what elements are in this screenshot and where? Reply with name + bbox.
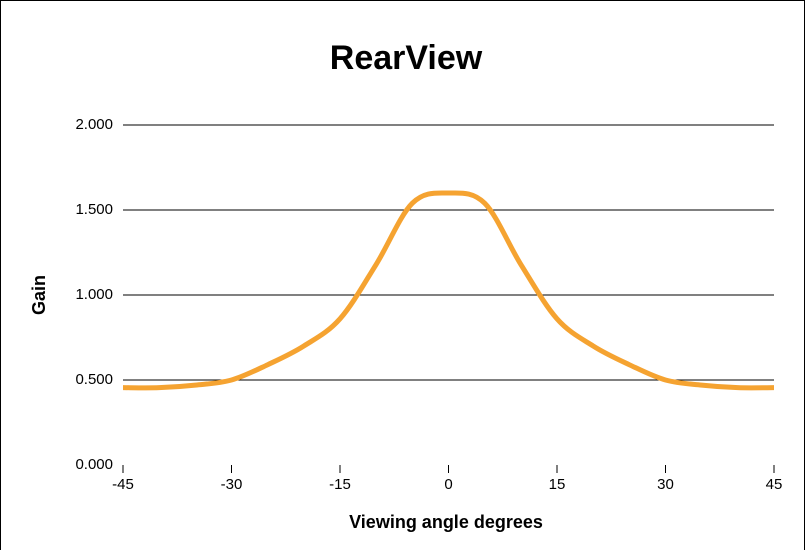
y-tick-label: 1.000: [75, 286, 113, 303]
y-tick-label: 0.500: [75, 371, 113, 388]
line-series: [122, 190, 775, 391]
chart-title: RearView: [330, 39, 483, 77]
y-tick-label: 1.500: [75, 201, 113, 218]
x-tick-label: 30: [657, 476, 674, 493]
y-axis-label: Gain: [29, 275, 49, 315]
x-tick-label: 0: [444, 476, 452, 493]
x-tick-label: -15: [329, 476, 351, 493]
x-tick-label: -30: [221, 476, 243, 493]
x-tick-label: 15: [549, 476, 566, 493]
x-axis-label: Viewing angle degrees: [349, 512, 543, 532]
x-tick-label: 45: [766, 476, 783, 493]
x-tick-label: -45: [112, 476, 134, 493]
y-tick-label: 2.000: [75, 116, 113, 133]
y-tick-label: 0.000: [75, 456, 113, 473]
